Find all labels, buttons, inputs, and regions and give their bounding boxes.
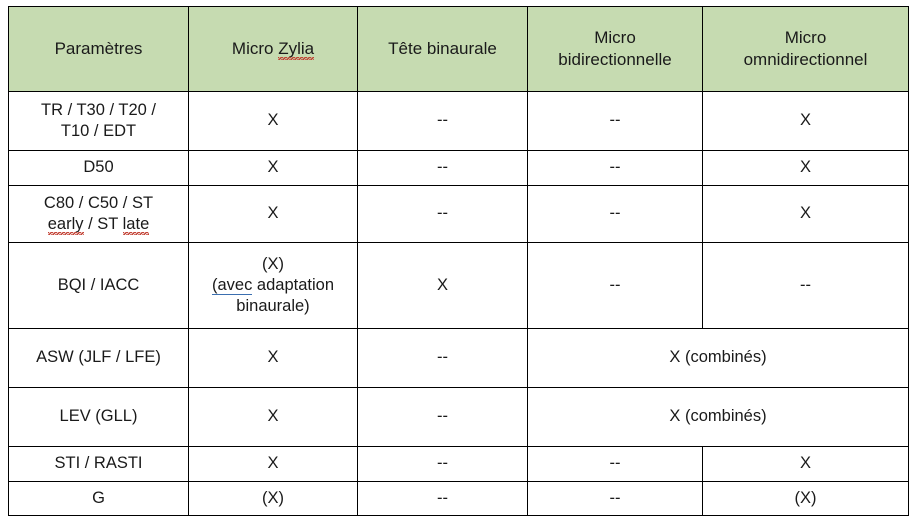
cell-parametre-line1: C80 / C50 / ST — [43, 193, 154, 212]
column-header-micro-bidirectionnelle-line1: Micro — [594, 28, 636, 48]
cell-micro-zylia: X — [188, 328, 358, 388]
cell-parametre: C80 / C50 / ST early / ST late — [8, 185, 189, 243]
column-header-micro-zylia-flagged-word: Zylia — [278, 39, 315, 59]
cell-tete-binaurale: -- — [357, 150, 528, 186]
cell-merged-combines: X (combinés) — [527, 328, 909, 388]
cell-micro-zylia: X — [188, 91, 358, 151]
column-header-parametres: Paramètres — [8, 6, 189, 92]
header-row: Paramètres Micro Zylia Tête binaurale Mi… — [8, 6, 909, 92]
cell-micro-zylia: X — [188, 185, 358, 243]
cell-merged-combines: X (combinés) — [527, 387, 909, 447]
cell-parametre: LEV (GLL) — [8, 387, 189, 447]
cell-micro-zylia-line2-rest: adaptation — [252, 275, 334, 294]
cell-parametre-line2-mid: / ST — [83, 215, 123, 233]
cell-tete-binaurale: -- — [357, 387, 528, 447]
table-row: BQI / IACC (X) (avec adaptation binaural… — [8, 242, 909, 329]
cell-micro-omnidirectionnel: X — [702, 446, 909, 482]
flagged-word-late: late — [122, 215, 150, 233]
cell-micro-omnidirectionnel: X — [702, 185, 909, 243]
table-row: TR / T30 / T20 / T10 / EDT X -- -- X — [8, 91, 909, 151]
cell-micro-omnidirectionnel: X — [702, 150, 909, 186]
column-header-micro-zylia-prefix: Micro — [231, 39, 279, 59]
cell-micro-zylia-line2: (avec adaptation — [193, 275, 353, 296]
table-header: Paramètres Micro Zylia Tête binaurale Mi… — [8, 6, 909, 92]
cell-micro-omnidirectionnel: -- — [702, 242, 909, 329]
grammar-flagged-avec: (avec — [211, 275, 253, 295]
cell-parametre: STI / RASTI — [8, 446, 189, 482]
cell-tete-binaurale: -- — [357, 481, 528, 516]
cell-parametre-line2: early / ST late — [13, 214, 184, 235]
cell-micro-zylia: (X) (avec adaptation binaurale) — [188, 242, 358, 329]
cell-parametre: D50 — [8, 150, 189, 186]
cell-parametre-line1: TR / T30 / T20 / — [41, 100, 156, 119]
column-header-micro-zylia: Micro Zylia — [188, 6, 358, 92]
table-body: TR / T30 / T20 / T10 / EDT X -- -- X D50… — [8, 91, 909, 516]
cell-tete-binaurale: -- — [357, 328, 528, 388]
column-header-parametres-label: Paramètres — [54, 39, 143, 59]
cell-tete-binaurale: -- — [357, 91, 528, 151]
table-row: G (X) -- -- (X) — [8, 481, 909, 516]
cell-micro-zylia: X — [188, 446, 358, 482]
cell-parametre: G — [8, 481, 189, 516]
cell-parametre: TR / T30 / T20 / T10 / EDT — [8, 91, 189, 151]
cell-micro-bidirectionnelle: -- — [527, 242, 703, 329]
column-header-micro-bidirectionnelle-line2: bidirectionnelle — [558, 50, 672, 69]
column-header-micro-bidirectionnelle: Micro bidirectionnelle — [527, 6, 703, 92]
cell-parametre-line2: T10 / EDT — [60, 122, 137, 140]
cell-parametre: BQI / IACC — [8, 242, 189, 329]
table-row: C80 / C50 / ST early / ST late X -- -- X — [8, 185, 909, 243]
cell-micro-omnidirectionnel: X — [702, 91, 909, 151]
cell-micro-zylia-line1: (X) — [262, 254, 284, 273]
table-row: LEV (GLL) X -- X (combinés) — [8, 387, 909, 447]
cell-micro-zylia-line3: binaurale) — [236, 297, 310, 316]
cell-tete-binaurale: -- — [357, 185, 528, 243]
acoustic-parameters-table: Paramètres Micro Zylia Tête binaurale Mi… — [8, 6, 909, 516]
cell-micro-zylia: X — [188, 150, 358, 186]
document-canvas: Paramètres Micro Zylia Tête binaurale Mi… — [0, 0, 917, 476]
column-header-tete-binaurale-label: Tête binaurale — [388, 39, 497, 59]
table-row: ASW (JLF / LFE) X -- X (combinés) — [8, 328, 909, 388]
cell-parametre: ASW (JLF / LFE) — [8, 328, 189, 388]
flagged-word-early: early — [47, 215, 84, 233]
cell-micro-bidirectionnelle: -- — [527, 91, 703, 151]
cell-tete-binaurale: -- — [357, 446, 528, 482]
column-header-tete-binaurale: Tête binaurale — [357, 6, 528, 92]
cell-micro-bidirectionnelle: -- — [527, 185, 703, 243]
cell-tete-binaurale: X — [357, 242, 528, 329]
cell-micro-bidirectionnelle: -- — [527, 446, 703, 482]
table-row: D50 X -- -- X — [8, 150, 909, 186]
table-row: STI / RASTI X -- -- X — [8, 446, 909, 482]
cell-micro-omnidirectionnel: (X) — [702, 481, 909, 516]
cell-micro-zylia: (X) — [188, 481, 358, 516]
column-header-micro-omnidirectionnel-line1: Micro — [784, 28, 827, 48]
cell-micro-bidirectionnelle: -- — [527, 150, 703, 186]
column-header-micro-omnidirectionnel: Micro omnidirectionnel — [702, 6, 909, 92]
cell-micro-bidirectionnelle: -- — [527, 481, 703, 516]
cell-micro-zylia: X — [188, 387, 358, 447]
column-header-micro-omnidirectionnel-line2: omnidirectionnel — [743, 50, 868, 69]
